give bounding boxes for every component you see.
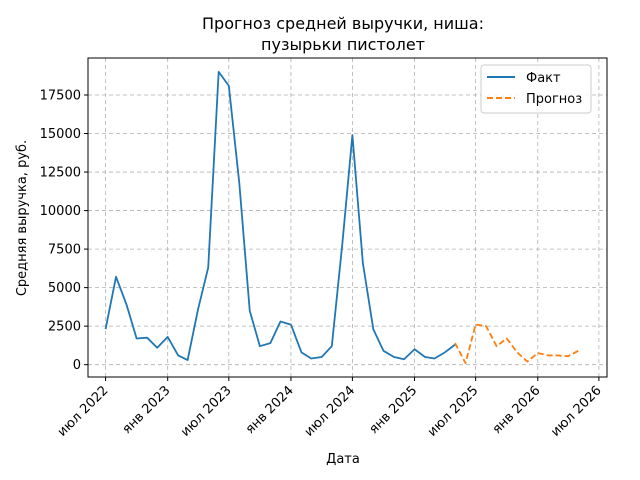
y-tick-label: 5000 bbox=[48, 281, 81, 296]
x-tick-label: июл 2024 bbox=[302, 383, 359, 440]
x-axis-label: Дата bbox=[326, 452, 360, 467]
y-tick-label: 2500 bbox=[48, 320, 81, 335]
x-axis-ticks: июл 2022 янв 2023 июл 2023 янв 2024 июл 2024… bbox=[55, 377, 605, 440]
y-tick-label: 15000 bbox=[40, 127, 81, 142]
y-axis-ticks: 0 2500 5000 7500 10000 12500 15000 17500 bbox=[40, 88, 88, 373]
y-tick-label: 7500 bbox=[48, 243, 81, 258]
x-tick-label: июл 2023 bbox=[178, 383, 235, 440]
x-tick-label: янв 2026 bbox=[490, 383, 544, 437]
y-axis-label: Средняя выручка, руб. bbox=[15, 140, 30, 296]
x-tick-label: июл 2022 bbox=[55, 383, 112, 440]
series-layer bbox=[104, 70, 579, 365]
legend-forecast-label: Прогноз bbox=[526, 92, 582, 107]
grid-lines bbox=[88, 58, 607, 377]
y-tick-label: 17500 bbox=[40, 88, 81, 103]
y-tick-label: 0 bbox=[73, 358, 81, 373]
forecast-series-line bbox=[454, 323, 579, 365]
x-tick-label: июл 2025 bbox=[425, 383, 482, 440]
x-tick-label: янв 2023 bbox=[120, 383, 174, 437]
x-tick-label: июл 2026 bbox=[548, 383, 605, 440]
y-tick-label: 10000 bbox=[40, 204, 81, 219]
plot-frame bbox=[87, 57, 608, 378]
y-tick-label: 12500 bbox=[40, 166, 81, 181]
legend: Факт Прогноз bbox=[480, 64, 592, 114]
chart-title-line-1: Прогноз средней выручки, ниша: bbox=[202, 14, 484, 33]
legend-fact-label: Факт bbox=[526, 71, 561, 86]
fact-series-line bbox=[104, 70, 456, 361]
chart-title-line-2: пузырьки пистолет bbox=[261, 35, 425, 54]
x-tick-label: янв 2025 bbox=[366, 383, 420, 437]
x-tick-label: янв 2024 bbox=[243, 383, 297, 437]
